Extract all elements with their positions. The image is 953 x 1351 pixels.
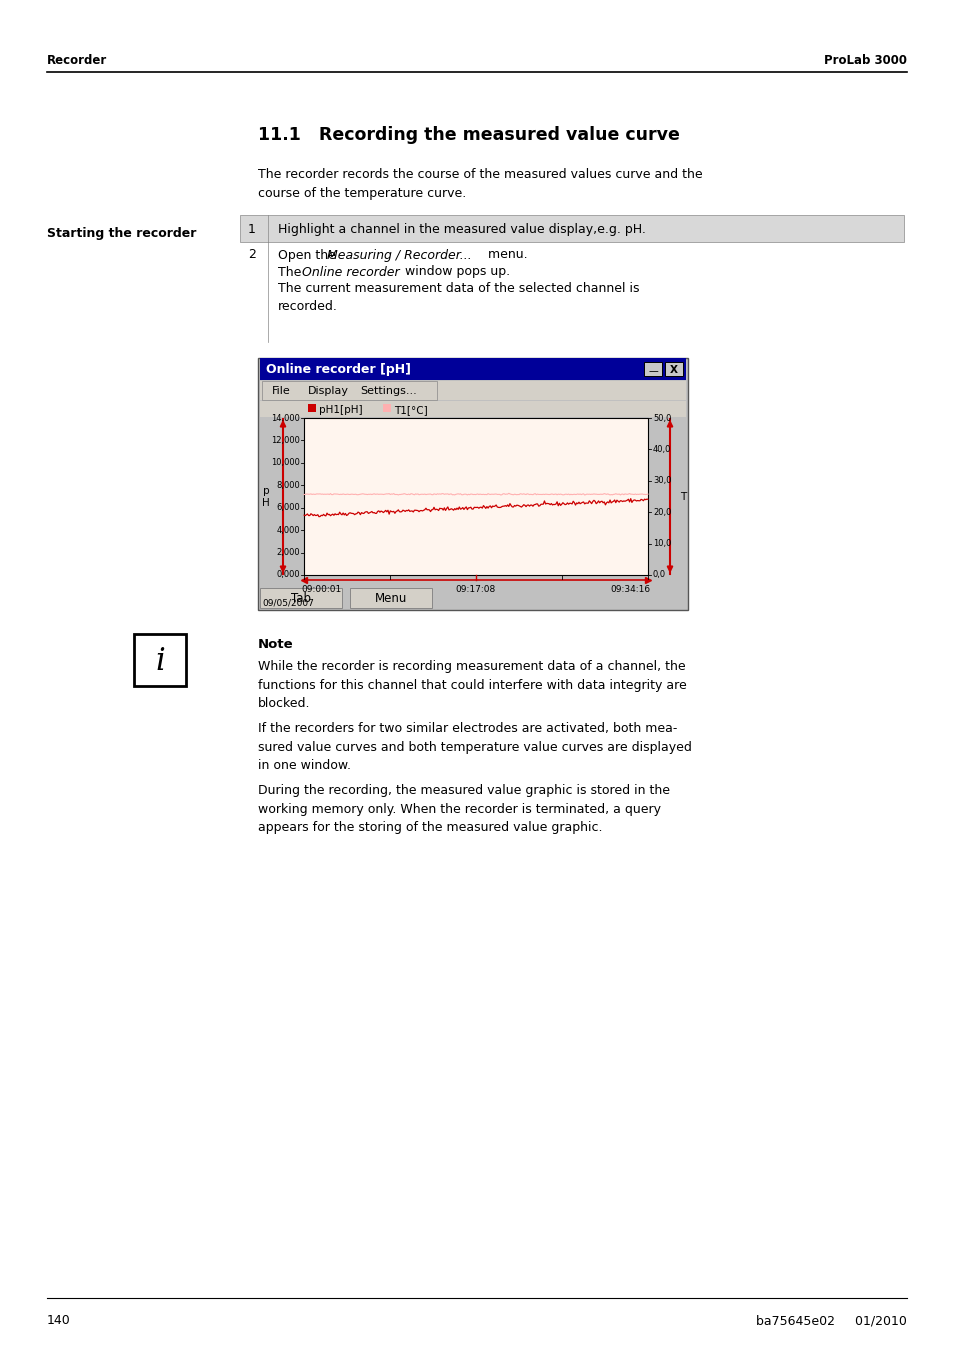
- Text: 14,000: 14,000: [271, 413, 299, 423]
- Text: recorded.: recorded.: [277, 300, 337, 312]
- Bar: [308, 404, 315, 412]
- Text: 11.1   Recording the measured value curve: 11.1 Recording the measured value curve: [257, 126, 679, 145]
- Text: Starting the recorder: Starting the recorder: [47, 227, 196, 240]
- Text: 10,000: 10,000: [271, 458, 299, 467]
- Text: 30,0: 30,0: [652, 477, 671, 485]
- Text: menu.: menu.: [483, 249, 527, 262]
- Text: Display: Display: [308, 386, 349, 396]
- Text: 10,0: 10,0: [652, 539, 671, 549]
- Text: Measuring / Recorder...: Measuring / Recorder...: [327, 249, 471, 262]
- Text: H: H: [262, 499, 270, 508]
- Bar: [382, 404, 391, 412]
- Text: 8,000: 8,000: [276, 481, 299, 490]
- Text: 09/05/2007: 09/05/2007: [262, 598, 314, 608]
- Bar: [240, 215, 903, 242]
- Text: ba75645e02     01/2010: ba75645e02 01/2010: [756, 1315, 906, 1328]
- Text: X: X: [669, 365, 678, 376]
- Bar: [260, 588, 341, 608]
- Text: 6,000: 6,000: [276, 503, 299, 512]
- Text: i: i: [155, 646, 165, 677]
- Bar: [260, 381, 685, 400]
- Bar: [304, 417, 647, 576]
- Bar: [260, 358, 685, 380]
- Text: During the recording, the measured value graphic is stored in the
working memory: During the recording, the measured value…: [257, 784, 669, 834]
- Text: 20,0: 20,0: [652, 508, 671, 516]
- Text: The: The: [277, 266, 305, 278]
- Text: 1: 1: [248, 223, 255, 236]
- Text: While the recorder is recording measurement data of a channel, the
functions for: While the recorder is recording measurem…: [257, 661, 686, 711]
- Text: Online recorder: Online recorder: [302, 266, 399, 278]
- Text: pH1[pH]: pH1[pH]: [318, 405, 362, 415]
- Text: 09:00:01: 09:00:01: [301, 585, 341, 594]
- Text: If the recorders for two similar electrodes are activated, both mea-
sured value: If the recorders for two similar electro…: [257, 721, 691, 771]
- Bar: [262, 381, 436, 400]
- Text: 09:34:16: 09:34:16: [610, 585, 650, 594]
- Text: 40,0: 40,0: [652, 444, 671, 454]
- Text: 2,000: 2,000: [276, 549, 299, 557]
- Bar: [643, 362, 661, 376]
- Text: 09:17:08: 09:17:08: [456, 585, 496, 594]
- Text: Online recorder [pH]: Online recorder [pH]: [266, 363, 411, 377]
- Text: File: File: [272, 386, 291, 396]
- Bar: [133, 634, 186, 686]
- Text: Open the: Open the: [277, 249, 339, 262]
- Text: Note: Note: [257, 638, 294, 650]
- Text: 12,000: 12,000: [271, 436, 299, 444]
- Bar: [260, 401, 685, 417]
- Text: 140: 140: [47, 1315, 71, 1328]
- Text: 50,0: 50,0: [652, 413, 671, 423]
- Text: The current measurement data of the selected channel is: The current measurement data of the sele…: [277, 282, 639, 296]
- Text: —: —: [647, 366, 658, 376]
- Text: 2: 2: [248, 249, 255, 262]
- Text: Menu: Menu: [375, 593, 407, 605]
- Text: p: p: [262, 486, 269, 497]
- Bar: [350, 588, 432, 608]
- Text: Tab: Tab: [291, 593, 311, 605]
- Text: T1[°C]: T1[°C]: [394, 405, 427, 415]
- Text: 0,0: 0,0: [652, 570, 665, 580]
- Text: The recorder records the course of the measured values curve and the
course of t: The recorder records the course of the m…: [257, 168, 702, 200]
- Bar: [664, 362, 682, 376]
- Text: T: T: [679, 492, 685, 501]
- Text: 4,000: 4,000: [276, 526, 299, 535]
- Text: Settings...: Settings...: [360, 386, 416, 396]
- Text: Recorder: Recorder: [47, 54, 107, 66]
- Text: window pops up.: window pops up.: [400, 266, 510, 278]
- Text: Highlight a channel in the measured value display,e.g. pH.: Highlight a channel in the measured valu…: [277, 223, 645, 236]
- Text: 0,000: 0,000: [276, 570, 299, 580]
- Text: ProLab 3000: ProLab 3000: [823, 54, 906, 66]
- Bar: [257, 358, 687, 611]
